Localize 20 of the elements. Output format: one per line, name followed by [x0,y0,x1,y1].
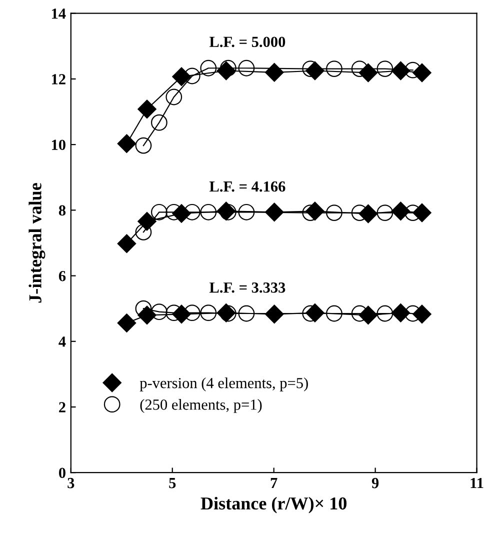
annotation: L.F. = 3.333 [209,282,286,293]
x-axis-title: Distance (r/W)× 10 [200,496,346,514]
y-tick-label: 4 [58,336,66,347]
annotation: L.F. = 5.000 [209,36,286,48]
y-tick-label: 12 [52,74,66,84]
x-tick-label: 5 [169,478,176,488]
y-tick-label: 6 [58,270,66,282]
x-tick-label: 11 [470,478,484,488]
x-tick-label: 9 [372,478,379,488]
y-tick-label: 14 [52,8,66,19]
legend-label: (250 elements, p=1) [140,399,262,413]
y-tick-label: 10 [52,140,66,150]
annotation: L.F. = 4.166 [209,181,286,192]
y-tick-label: 2 [59,402,66,412]
y-axis-title: J-integral value [28,183,46,303]
y-tick-label: 8 [58,205,66,216]
legend-label: p-version (4 elements, p=5) [140,377,308,392]
x-tick-label: 7 [270,478,278,488]
x-tick-label: 3 [68,478,74,488]
y-tick-label: 0 [58,468,66,478]
